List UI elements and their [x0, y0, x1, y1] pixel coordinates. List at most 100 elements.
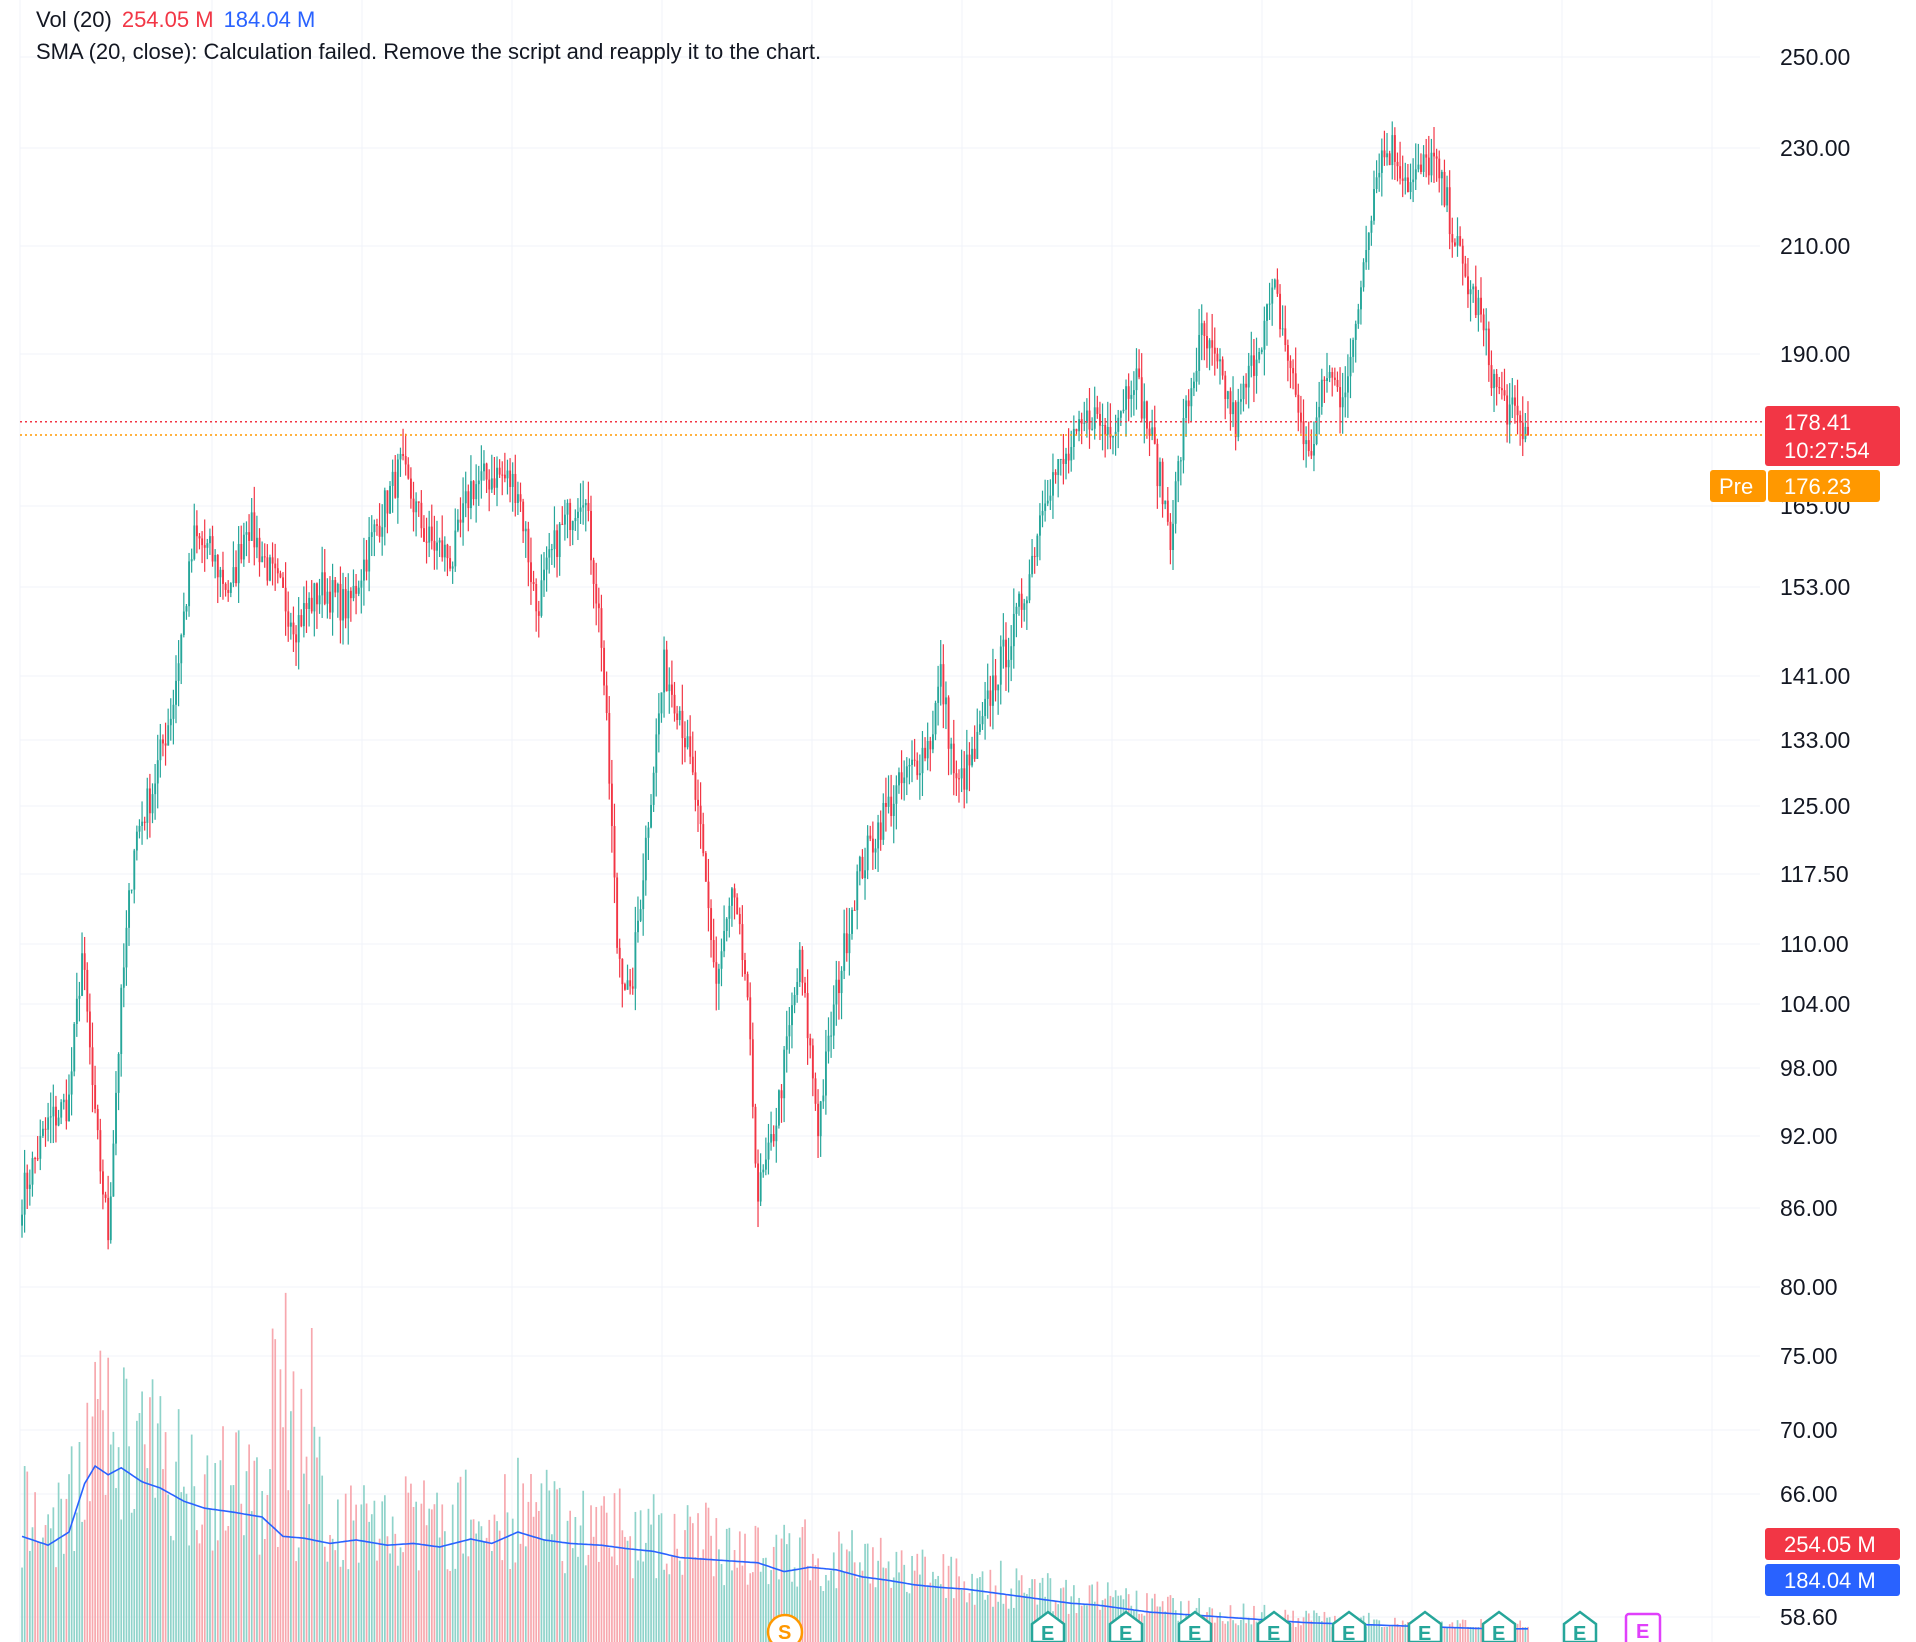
candle-body	[530, 562, 532, 583]
candle-body	[1172, 523, 1175, 550]
volume-bar	[263, 1539, 266, 1642]
candle-body	[903, 777, 906, 784]
volume-bar	[154, 1497, 157, 1642]
volume-bar	[1075, 1613, 1078, 1642]
volume-bar	[1297, 1618, 1300, 1642]
volume-bar	[960, 1590, 963, 1642]
volume-bar	[866, 1543, 869, 1642]
volume-bar	[214, 1463, 217, 1642]
candle-body	[1349, 356, 1352, 377]
candle-body	[216, 554, 219, 578]
volume-bar	[994, 1585, 997, 1642]
volume-bar	[128, 1446, 130, 1642]
candle-body	[331, 580, 334, 613]
volume-bar	[926, 1585, 929, 1642]
earnings-event-label: E	[1492, 1623, 1505, 1642]
candle-body	[1516, 405, 1519, 416]
candle-body	[88, 1011, 91, 1048]
candle-body	[887, 796, 890, 807]
candle-body	[1336, 379, 1339, 388]
volume-bar	[981, 1571, 984, 1642]
candle-body	[710, 908, 713, 941]
candle-body	[905, 766, 908, 778]
volume-bar	[1527, 1626, 1529, 1642]
volume-bar	[519, 1543, 522, 1642]
volume-bar	[462, 1553, 464, 1642]
candle-body	[417, 501, 420, 503]
volume-bar	[1240, 1619, 1242, 1642]
volume-bar	[303, 1473, 305, 1642]
volume-bar	[169, 1535, 172, 1642]
candle-body	[527, 528, 530, 563]
volume-bar	[514, 1562, 517, 1642]
volume-bar	[840, 1543, 843, 1642]
candle-body	[1109, 426, 1112, 438]
candle-body	[1031, 555, 1034, 575]
earnings-event-shape	[1331, 1610, 1367, 1642]
candle-body	[485, 463, 488, 480]
candle-body	[73, 1023, 76, 1072]
volume-bar	[710, 1535, 712, 1642]
candle-body	[446, 544, 449, 559]
candle-body	[1007, 659, 1010, 668]
volume-bar	[1002, 1603, 1005, 1642]
volume-bar	[430, 1509, 433, 1642]
candle-body	[1430, 152, 1433, 176]
volume-bar	[52, 1507, 55, 1642]
candle-body	[237, 543, 240, 584]
volume-bar	[642, 1561, 645, 1642]
price-axis-label: 80.00	[1780, 1274, 1838, 1300]
volume-bar	[832, 1552, 835, 1642]
price-axis[interactable]: 250.00230.00210.00190.00165.00153.00141.…	[1780, 44, 1850, 1630]
candle-body	[62, 1099, 65, 1103]
candle-body	[146, 788, 149, 823]
volume-bar	[222, 1426, 224, 1642]
candle-body	[182, 611, 185, 635]
volume-bar	[1456, 1620, 1459, 1642]
candle-body	[751, 1039, 754, 1107]
candle-body	[788, 1025, 791, 1037]
volume-bar	[545, 1469, 548, 1642]
countdown-value: 10:27:54	[1784, 438, 1870, 463]
volume-bar	[624, 1536, 626, 1642]
candle-body	[1237, 401, 1240, 438]
candle-body	[162, 739, 164, 744]
candle-body	[256, 537, 258, 548]
volume-bar	[864, 1543, 866, 1642]
candle-body	[1315, 417, 1318, 445]
volume-bar	[859, 1562, 861, 1642]
volume-bar	[621, 1530, 624, 1642]
volume-bar	[1221, 1621, 1224, 1642]
volume-bar	[1459, 1623, 1462, 1642]
volume-bar	[269, 1469, 271, 1642]
candle-body	[188, 561, 191, 607]
volume-bar	[397, 1565, 399, 1642]
volume-bar	[99, 1350, 102, 1642]
volume-ma-line	[21, 1464, 1528, 1630]
volume-bar	[762, 1558, 765, 1642]
volume-bar	[543, 1539, 545, 1642]
candle-body	[600, 608, 603, 648]
volume-bar	[843, 1571, 846, 1642]
volume-bar	[125, 1378, 128, 1642]
candle-body	[248, 532, 251, 541]
volume-bar	[49, 1528, 52, 1642]
candle-body	[866, 835, 869, 871]
candle-body	[1070, 446, 1073, 461]
volume-bar	[308, 1504, 310, 1642]
volume-bar	[582, 1490, 585, 1642]
candle-body	[1302, 421, 1305, 445]
candle-body	[822, 1095, 825, 1102]
volume-bar	[1318, 1616, 1321, 1642]
earnings-event-shape	[1481, 1610, 1517, 1642]
volume-bar	[162, 1469, 164, 1642]
candle-body	[1352, 339, 1355, 357]
volume-bar	[655, 1578, 658, 1642]
volume-bar	[1224, 1623, 1227, 1642]
candle-body	[871, 838, 874, 853]
candle-body	[21, 1214, 23, 1226]
volume-bar	[689, 1516, 692, 1642]
volume-bar	[874, 1587, 877, 1642]
candle-body	[809, 1038, 812, 1046]
